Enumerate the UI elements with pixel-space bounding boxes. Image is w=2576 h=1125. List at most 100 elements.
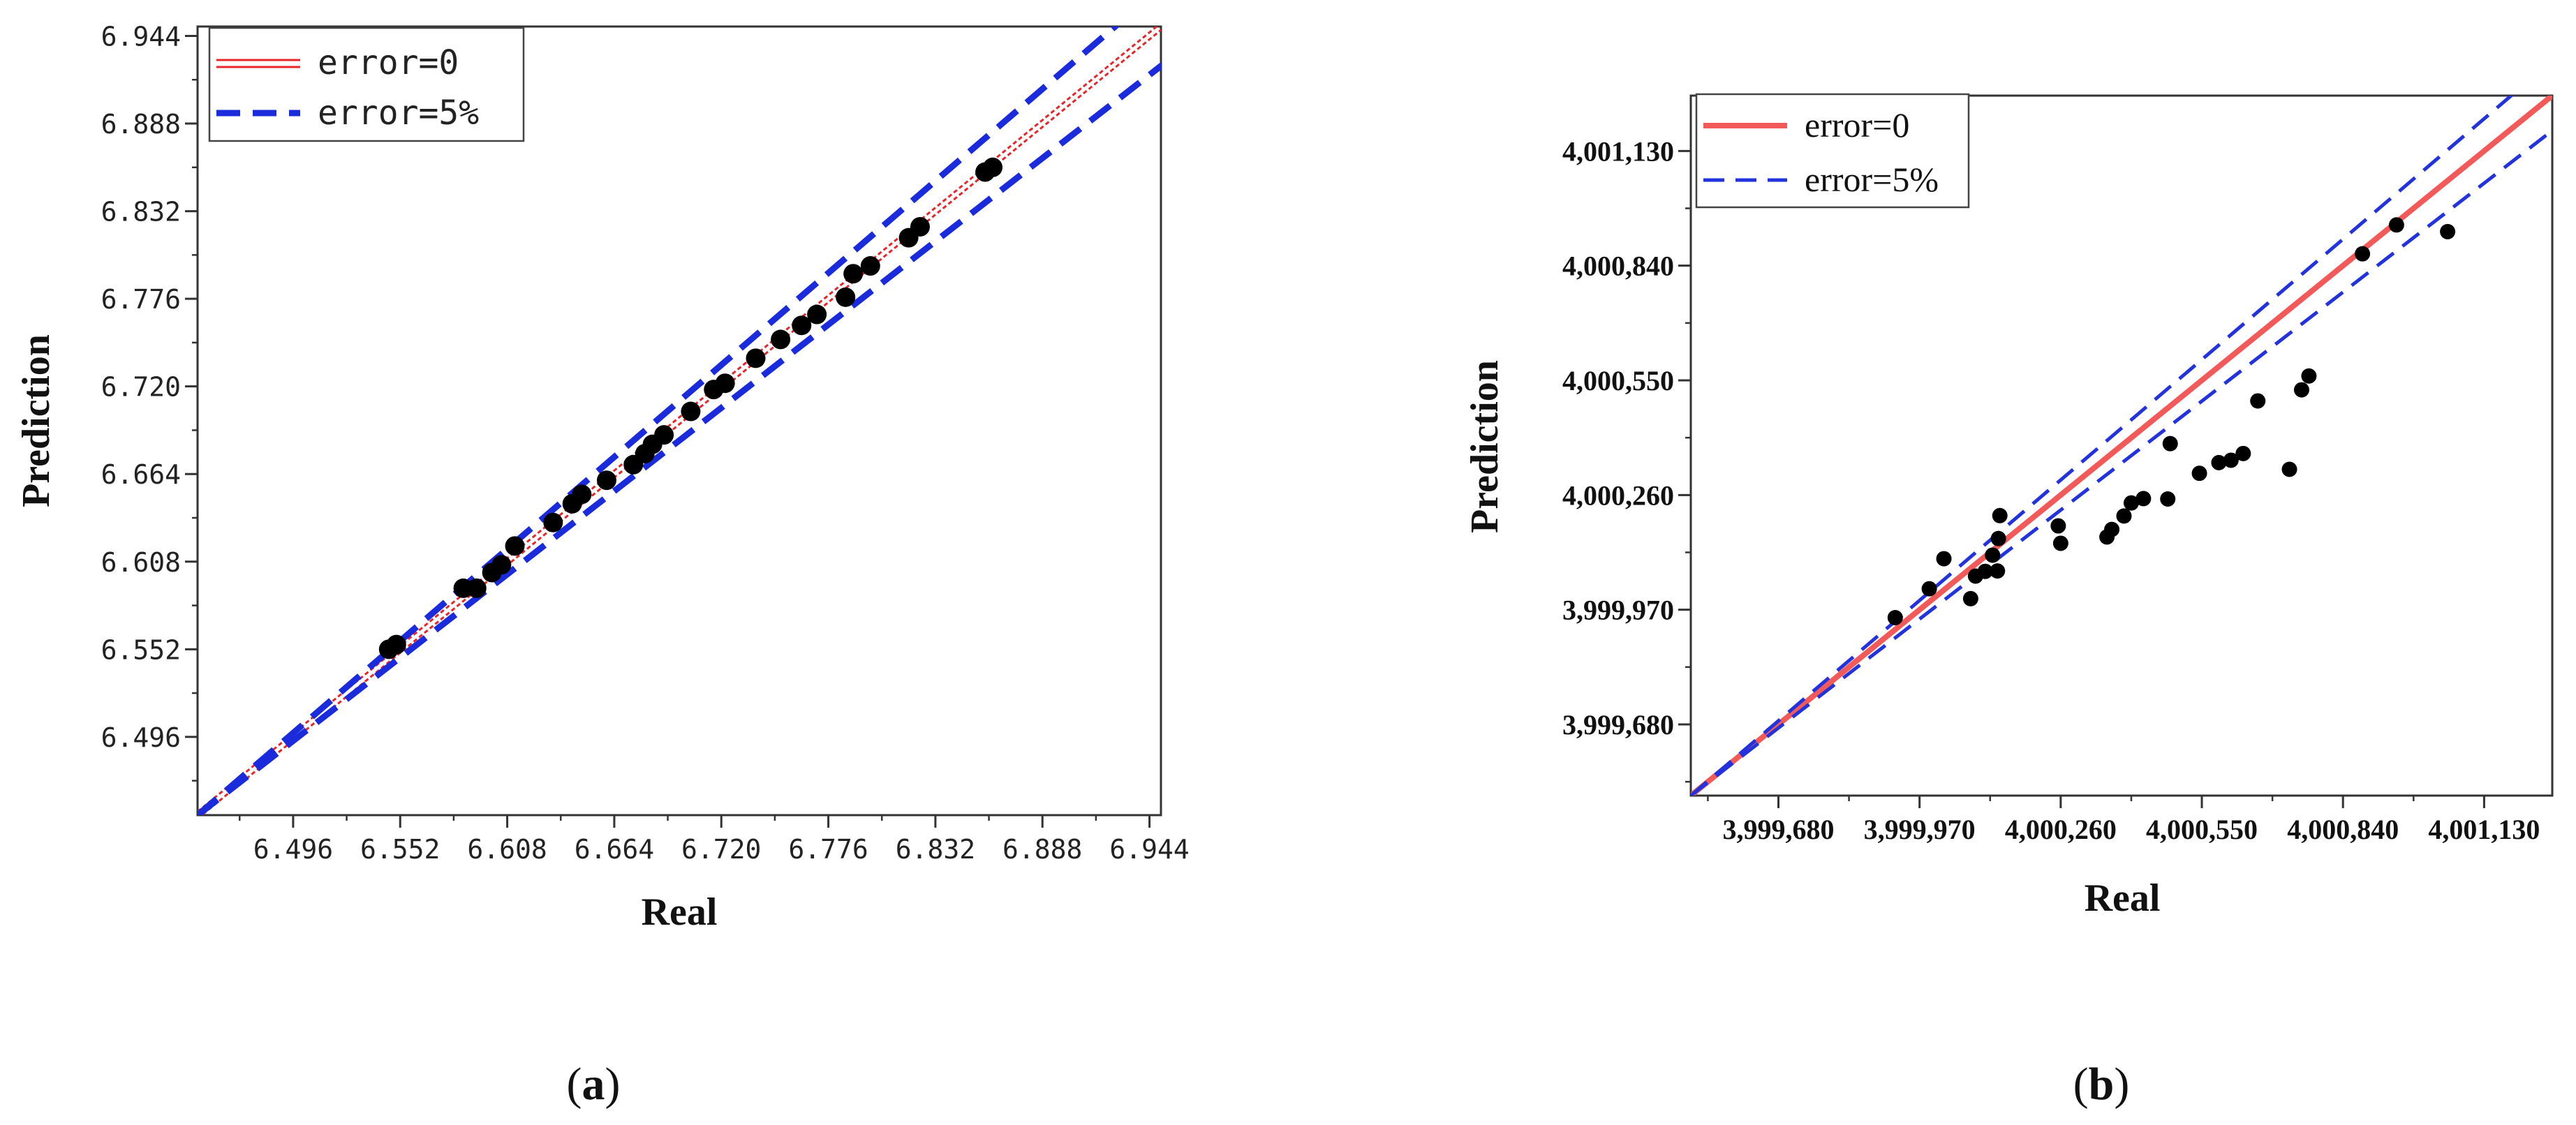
y-ticks-b: 3,999,680 3,999,970 4,000,260 4,000,550 4,00… (1562, 135, 1691, 783)
y-axis-label-a: Prediction (15, 334, 58, 507)
data-point (836, 287, 856, 307)
legend-label-error5-b: error=5% (1805, 160, 1939, 199)
data-point (983, 157, 1003, 177)
legend-label-error0-a: error=0 (318, 43, 459, 82)
legend-a: error=0 error=5% (208, 27, 525, 142)
data-point (2235, 445, 2251, 461)
x-tick-label: 6.944 (1109, 834, 1189, 865)
data-point (2281, 461, 2297, 477)
data-point (1990, 530, 2006, 546)
data-point (2223, 452, 2239, 468)
data-point (491, 555, 512, 575)
x-tick-label: 6.888 (1002, 834, 1082, 865)
reference-lines-b (1691, 96, 2552, 796)
x-ticks-b: 3,999,680 3,999,970 4,000,260 4,000,550 4,00… (1707, 796, 2540, 845)
legend-label-error5-a: error=5% (318, 94, 479, 133)
data-point (386, 634, 406, 655)
line-error5-2 (1691, 128, 2552, 796)
data-point (543, 512, 563, 532)
data-point (2355, 246, 2371, 262)
data-point (2388, 217, 2404, 233)
data-point (1977, 563, 1993, 579)
y-tick-label: 6.776 (101, 284, 181, 315)
panel-label-b: (b) (2073, 1059, 2130, 1110)
data-point (1936, 551, 1952, 567)
y-tick-label: 4,001,130 (1562, 135, 1674, 167)
x-axis-label-b: Real (2085, 877, 2161, 920)
data-point (2116, 508, 2132, 524)
legend-box-b (1695, 93, 1970, 209)
data-point (771, 329, 791, 350)
data-point (2250, 393, 2266, 409)
data-point (807, 304, 827, 325)
y-axis-label-b: Prediction (1463, 360, 1507, 533)
data-point (715, 373, 735, 394)
y-tick-label: 4,000,550 (1562, 365, 1674, 396)
data-point (2104, 521, 2120, 537)
data-point (453, 578, 473, 598)
data-point (1921, 581, 1937, 597)
data-point (505, 536, 525, 556)
x-tick-label: 4,000,840 (2287, 814, 2399, 845)
x-tick-label: 6.496 (253, 834, 333, 865)
y-tick-label: 6.720 (101, 372, 181, 403)
data-point (1887, 610, 1903, 625)
line-error0-0 (1691, 96, 2552, 796)
scatter-points-a (378, 157, 1003, 660)
data-point (1992, 507, 2008, 523)
y-ticks-a: 6.496 6.552 6.608 6.664 6.720 6.776 6.832 6.888… (101, 21, 198, 782)
data-point (2293, 382, 2309, 398)
line-error5-2 (198, 61, 1161, 815)
data-point (843, 264, 864, 284)
data-point (466, 578, 487, 598)
x-tick-label: 6.832 (896, 834, 975, 865)
y-tick-label: 6.552 (101, 634, 181, 665)
data-point (2301, 368, 2317, 384)
x-tick-label: 6.608 (467, 834, 547, 865)
data-point (746, 348, 766, 368)
line-error5-1 (1691, 96, 2515, 796)
panel-a: 6.496 6.552 6.608 6.664 6.720 6.776 6.832 6.888… (15, 21, 1190, 1110)
data-point (2123, 495, 2139, 511)
data-point (910, 216, 930, 237)
y-tick-label: 3,999,970 (1562, 595, 1674, 626)
scatter-points-b (1887, 217, 2456, 625)
y-tick-label: 4,000,260 (1562, 479, 1674, 511)
x-tick-label: 6.776 (788, 834, 868, 865)
panel-b: 3,999,680 3,999,970 4,000,260 4,000,550 4,00… (1463, 93, 2554, 1110)
x-tick-label: 6.552 (360, 834, 440, 865)
data-point (2135, 491, 2152, 507)
y-tick-label: 6.608 (101, 547, 181, 578)
data-point (860, 256, 880, 276)
plot-frame-a (196, 25, 1162, 817)
x-axis-label-a: Real (642, 891, 718, 934)
data-point (2160, 491, 2176, 507)
y-tick-label: 4,000,840 (1562, 251, 1674, 282)
data-point (2052, 535, 2068, 551)
x-ticks-a: 6.496 6.552 6.608 6.664 6.720 6.776 6.832 6.888… (238, 815, 1190, 865)
y-tick-label: 6.888 (101, 109, 181, 140)
data-point (654, 425, 674, 445)
data-point (1985, 547, 2001, 563)
x-tick-label: 4,001,130 (2428, 814, 2540, 845)
x-tick-label: 6.664 (575, 834, 654, 865)
data-point (2191, 465, 2207, 482)
data-point (2050, 518, 2066, 534)
y-tick-label: 6.832 (101, 197, 181, 228)
y-tick-label: 6.496 (101, 722, 181, 753)
legend-b: error=0 error=5% (1695, 93, 1970, 209)
y-tick-label: 6.664 (101, 459, 181, 490)
x-tick-label: 3,999,970 (1864, 814, 1976, 845)
panel-label-a: (a) (567, 1059, 621, 1110)
legend-box-a (208, 27, 525, 142)
data-point (792, 315, 812, 336)
line-error5-1 (198, 27, 1120, 815)
data-point (572, 484, 592, 505)
data-point (1962, 590, 1978, 606)
data-point (2211, 454, 2227, 470)
data-point (1990, 563, 2006, 579)
legend-label-error0-b: error=0 (1805, 105, 1909, 144)
data-point (681, 401, 701, 422)
data-point (2162, 435, 2178, 452)
